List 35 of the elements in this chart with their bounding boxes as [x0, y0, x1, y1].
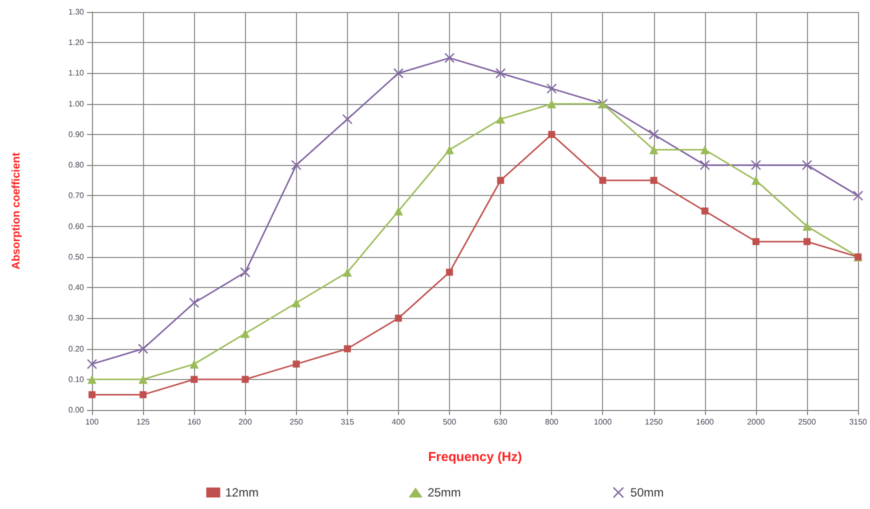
y-tick-label: 0.00: [68, 406, 85, 414]
y-tick-label: 1.10: [68, 68, 85, 78]
y-tick-label: 0.70: [68, 191, 85, 200]
x-tick-label: 2500: [798, 418, 816, 426]
x-tick-label: 100: [85, 418, 100, 426]
x-tick-label: 200: [238, 418, 252, 426]
x-tick-label: 800: [544, 418, 559, 426]
y-tick-label: 0.30: [68, 314, 85, 323]
x-tick-label: 500: [442, 418, 457, 426]
y-tick-label: 0.80: [68, 160, 85, 170]
legend-label: 25mm: [428, 486, 461, 500]
y-tick-label: 0.90: [68, 130, 85, 139]
x-tick-label: 125: [136, 418, 150, 426]
legend-label: 50mm: [630, 486, 664, 500]
x-tick-label: 250: [290, 418, 304, 426]
x-tick-label: 1000: [594, 418, 612, 426]
y-tick-label: 0.60: [68, 222, 85, 231]
x-tick-label: 2000: [747, 418, 766, 426]
x-tick-label: 630: [494, 418, 508, 426]
y-tick-label: 0.40: [68, 283, 85, 292]
x-tick-label: 3150: [849, 418, 868, 426]
y-tick-label: 1.00: [68, 99, 85, 108]
x-tick-label: 1600: [696, 418, 714, 426]
y-tick-label: 0.50: [68, 252, 85, 262]
x-tick-label: 315: [340, 418, 355, 426]
legend-label: 12mm: [225, 486, 259, 500]
x-axis-title: Frequency (Hz): [428, 449, 522, 464]
y-tick-label: 0.20: [68, 344, 85, 354]
y-tick-label: 0.10: [68, 374, 85, 384]
y-tick-label: 1.20: [68, 38, 85, 48]
y-axis-title: Absorption coefficient: [10, 152, 22, 270]
y-tick-label: 1.30: [68, 8, 85, 16]
x-tick-label: 160: [187, 418, 202, 426]
x-tick-label: 400: [392, 418, 406, 426]
x-tick-label: 1250: [644, 418, 664, 426]
